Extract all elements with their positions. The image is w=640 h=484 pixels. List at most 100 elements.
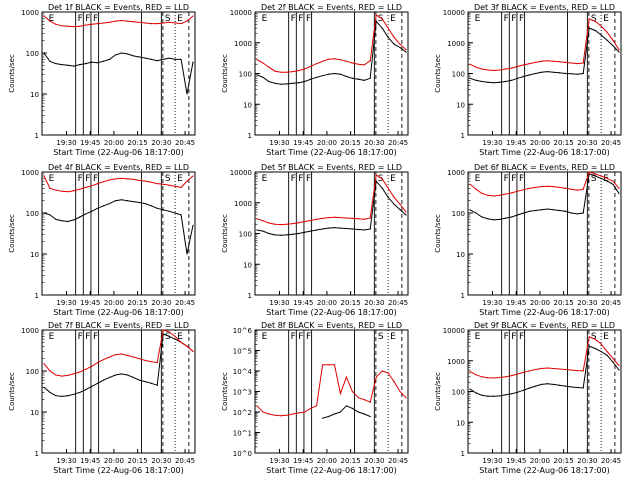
- x-tick-label: 20:15: [341, 299, 361, 307]
- data-point-black: [558, 384, 561, 386]
- data-point-black: [475, 212, 477, 214]
- data-point-red: [298, 69, 300, 72]
- data-point-red: [280, 71, 282, 73]
- data-point-black: [73, 393, 75, 395]
- y-tick-label: 10: [456, 101, 465, 109]
- y-tick-label: 10: [30, 91, 39, 99]
- plot-frame: [41, 11, 196, 136]
- x-tick-label: 20:30: [151, 299, 171, 307]
- data-point-red: [534, 61, 537, 63]
- data-point-black: [523, 212, 525, 214]
- data-point-black: [103, 205, 105, 207]
- data-point-black: [369, 77, 371, 79]
- data-point-red: [333, 364, 336, 366]
- data-point-black: [357, 78, 359, 80]
- data-point-black: [600, 34, 602, 36]
- chart-panel-det-7: Det 7f BLACK = Events, RED = LLD Counts/s…: [8, 321, 196, 475]
- data-point-red: [114, 20, 117, 22]
- y-tick-label: 10^6: [233, 327, 253, 335]
- x-tick-label: 20:00: [530, 139, 550, 147]
- plot-frame: [467, 171, 622, 296]
- event-marker-label: F: [78, 14, 83, 24]
- x-tick-label: 20:45: [601, 139, 621, 147]
- y-tick-label: 1: [35, 450, 39, 458]
- event-marker-label: S: [378, 14, 384, 24]
- data-point-black: [316, 229, 318, 231]
- series-line-black: [469, 345, 620, 397]
- data-point-red: [280, 223, 282, 226]
- x-tick-label: 20:45: [175, 299, 195, 307]
- data-point-red: [369, 217, 371, 219]
- y-tick-label: 1000: [234, 40, 252, 48]
- series-line-red: [469, 18, 620, 72]
- data-point-red: [375, 174, 377, 176]
- data-point-red: [156, 362, 158, 364]
- data-point-red: [73, 26, 75, 28]
- series-line-red: [469, 171, 620, 197]
- data-point-red: [511, 192, 513, 194]
- event-marker-label: E: [262, 332, 268, 342]
- y-tick-label: 10: [456, 419, 465, 427]
- data-point-black: [186, 253, 188, 255]
- data-point-red: [316, 218, 318, 220]
- data-point-red: [387, 372, 389, 374]
- data-point-red: [487, 377, 489, 379]
- data-point-black: [570, 212, 572, 214]
- data-point-red: [558, 368, 561, 370]
- data-point-red: [493, 69, 495, 72]
- data-point-black: [612, 45, 614, 47]
- plot-frame: [41, 171, 196, 296]
- data-point-black: [351, 77, 353, 79]
- data-point-black: [103, 60, 105, 62]
- data-point-red: [493, 195, 495, 197]
- data-point-black: [582, 387, 584, 389]
- data-point-red: [594, 173, 596, 175]
- data-point-black: [363, 79, 365, 81]
- chart-panel-det-5: Det 5f BLACK = Events, RED = LLD Counts/s…: [221, 163, 409, 317]
- data-point-red: [387, 187, 389, 189]
- data-point-black: [487, 218, 489, 220]
- data-point-black: [192, 224, 194, 226]
- data-point-black: [552, 209, 555, 211]
- data-point-red: [43, 15, 45, 17]
- data-point-black: [150, 205, 152, 207]
- data-point-red: [505, 376, 507, 378]
- data-point-black: [540, 383, 543, 386]
- event-marker-label: E: [177, 14, 183, 24]
- data-point-red: [61, 25, 63, 27]
- x-tick-label: 19:30: [482, 299, 502, 307]
- data-point-black: [540, 71, 543, 73]
- plot-frame: [467, 11, 622, 136]
- data-point-red: [564, 187, 566, 189]
- data-point-red: [168, 184, 170, 186]
- data-point-black: [511, 79, 513, 81]
- data-point-red: [558, 186, 561, 189]
- x-tick-label: 20:30: [577, 299, 597, 307]
- data-point-red: [168, 331, 170, 333]
- data-point-black: [120, 199, 123, 201]
- data-point-black: [43, 52, 45, 54]
- data-point-red: [304, 220, 306, 223]
- data-point-black: [534, 72, 537, 75]
- y-tick-label: 1000: [21, 169, 39, 177]
- data-point-black: [357, 411, 359, 413]
- data-point-black: [49, 391, 51, 394]
- data-point-red: [174, 22, 176, 24]
- data-point-red: [558, 61, 561, 63]
- data-point-red: [97, 362, 99, 364]
- data-point-red: [499, 194, 501, 196]
- data-point-black: [351, 228, 353, 230]
- x-axis-label: Start Time (22-Aug-06 18:17:00): [479, 308, 610, 317]
- data-point-black: [576, 213, 578, 215]
- y-tick-label: 10^5: [233, 348, 252, 356]
- data-point-black: [399, 208, 401, 211]
- data-point-black: [363, 413, 365, 415]
- y-tick-label: 10^4: [233, 368, 253, 376]
- data-point-black: [97, 62, 99, 64]
- data-point-black: [280, 83, 282, 85]
- data-point-black: [552, 71, 555, 73]
- data-point-black: [540, 209, 543, 211]
- y-tick-label: 10^1: [233, 430, 252, 438]
- data-point-black: [517, 391, 519, 393]
- data-point-red: [132, 356, 134, 358]
